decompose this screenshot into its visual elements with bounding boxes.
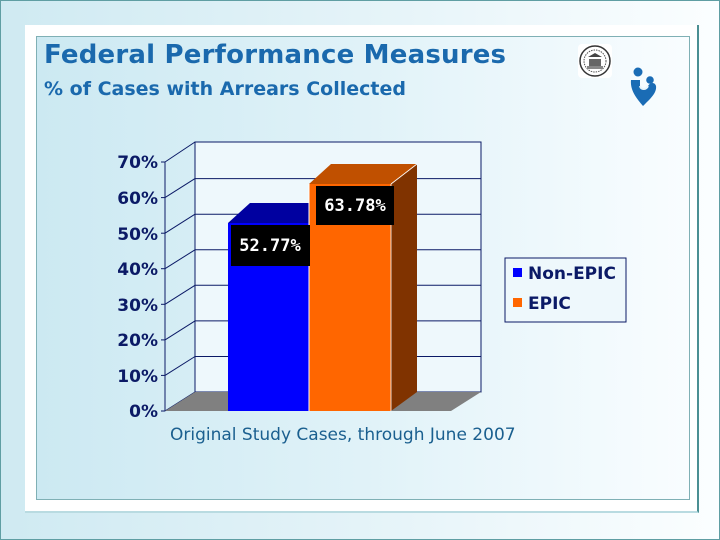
legend-label-non-epic: Non-EPIC bbox=[528, 264, 616, 284]
chart-legend: Non-EPIC EPIC bbox=[504, 257, 627, 323]
svg-text:40%: 40% bbox=[117, 260, 158, 280]
svg-text:50%: 50% bbox=[117, 225, 158, 245]
svg-text:20%: 20% bbox=[117, 331, 158, 351]
chart-caption: Original Study Cases, through June 2007 bbox=[170, 425, 516, 445]
legend-label-epic: EPIC bbox=[528, 294, 571, 314]
svg-text:52.77%: 52.77% bbox=[239, 236, 301, 256]
slide-subtitle: % of Cases with Arrears Collected bbox=[44, 78, 406, 100]
city-seal-icon bbox=[578, 44, 612, 78]
family-heart-logo-icon bbox=[626, 66, 660, 108]
data-label-non-epic: 52.77% bbox=[231, 225, 310, 266]
slide-title: Federal Performance Measures bbox=[44, 40, 507, 70]
svg-text:10%: 10% bbox=[117, 367, 158, 387]
y-axis-labels: 0% 10% 20% 30% 40% 50% 60% 70% bbox=[117, 153, 158, 422]
legend-swatch-non-epic bbox=[513, 268, 522, 277]
svg-text:60%: 60% bbox=[117, 189, 158, 209]
svg-text:63.78%: 63.78% bbox=[324, 196, 386, 216]
data-label-epic: 63.78% bbox=[316, 186, 394, 225]
legend-swatch-epic bbox=[513, 298, 522, 307]
svg-text:0%: 0% bbox=[129, 402, 158, 422]
svg-text:70%: 70% bbox=[117, 153, 158, 173]
svg-text:30%: 30% bbox=[117, 296, 158, 316]
